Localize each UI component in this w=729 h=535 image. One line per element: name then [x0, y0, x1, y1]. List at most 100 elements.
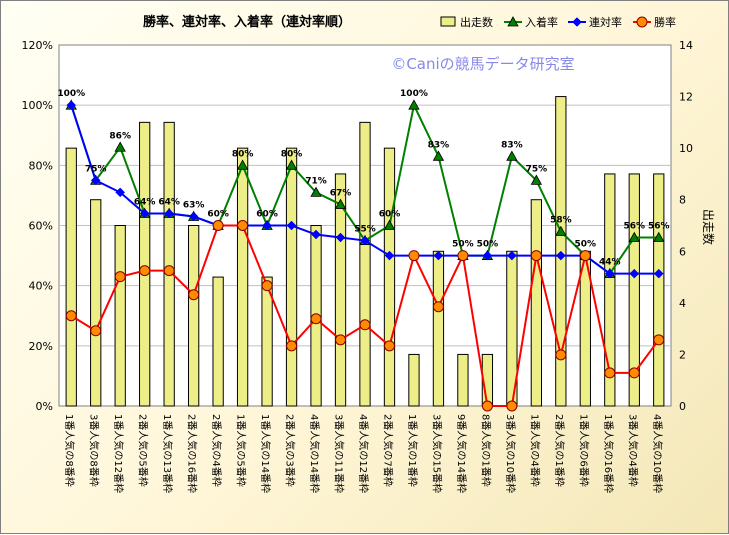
category-label: 2番人気の7番枠	[381, 414, 394, 487]
diamond-marker	[482, 250, 493, 261]
watermark: ©Caniの競馬データ研究室	[391, 55, 574, 73]
diamond-marker	[360, 235, 370, 246]
bar	[65, 147, 77, 407]
left-tick-label: 40%	[29, 280, 53, 293]
category-label: 1番人気の13番枠	[161, 414, 174, 493]
left-tick-label: 100%	[22, 99, 53, 112]
circle-marker	[604, 367, 616, 379]
category-label: 1番人気の8番枠	[63, 414, 76, 487]
circle-marker	[408, 250, 420, 262]
bar	[457, 353, 469, 407]
category-label: 1番人気の1番枠	[406, 414, 419, 487]
data-label: 50%	[477, 240, 499, 250]
diamond-marker	[572, 17, 582, 27]
circle-marker	[653, 334, 665, 346]
diamond-marker	[90, 175, 101, 186]
bar	[604, 173, 616, 407]
data-label: 58%	[550, 216, 572, 226]
triangle-marker	[383, 219, 396, 230]
circle-marker	[237, 220, 249, 231]
triangle-marker	[310, 186, 322, 197]
category-label: 2番人気の16番枠	[186, 414, 199, 493]
data-label: 56%	[648, 222, 670, 232]
diamond-marker	[311, 229, 321, 240]
data-label: 60%	[207, 210, 229, 220]
circle-marker	[188, 289, 200, 301]
category-label: 3番人気の15番枠	[430, 414, 443, 493]
category-label: 3番人気の11番枠	[333, 414, 346, 493]
data-label: 80%	[281, 149, 303, 159]
circle-marker	[555, 349, 567, 361]
bar	[139, 121, 151, 407]
chart-title: 勝率、連対率、入着率（連対率順）	[143, 14, 351, 30]
bar	[187, 225, 200, 407]
circle-marker	[506, 400, 518, 412]
data-label: 64%	[134, 197, 156, 207]
circle-marker	[335, 334, 347, 346]
category-label: 1番人気の4番枠	[528, 414, 541, 487]
category-label: 1番人気の12番枠	[112, 414, 125, 493]
diamond-marker	[653, 268, 664, 279]
circle-marker	[139, 265, 151, 277]
data-label: 71%	[305, 176, 327, 186]
category-label: 4番人気の10番枠	[651, 414, 664, 493]
data-label: 86%	[109, 131, 131, 141]
right-tick-label: 14	[679, 39, 693, 52]
circle-marker	[310, 313, 322, 325]
line-series	[65, 99, 665, 412]
circle-marker	[432, 301, 444, 313]
circle-marker	[114, 271, 126, 283]
left-tick-label: 0%	[36, 400, 53, 413]
circle-marker	[90, 325, 102, 337]
category-label: 2番人気の1番枠	[553, 414, 566, 487]
left-tick-label: 120%	[22, 39, 53, 52]
bar	[653, 173, 665, 407]
diamond-marker	[286, 220, 297, 231]
bar	[383, 147, 396, 407]
category-label: 8番人気の1番枠	[479, 414, 492, 487]
data-label: 55%	[354, 225, 376, 235]
circle-marker	[579, 250, 591, 262]
diamond-marker	[507, 250, 517, 261]
data-labels: 100%75%86%64% 64% 63%60%80%60%80%71%67%55%…	[57, 89, 669, 267]
legend: 出走数 入着率 連対率 勝率	[440, 15, 676, 29]
data-label: 100%	[57, 89, 85, 99]
category-label: 2番人気の4番枠	[210, 414, 223, 487]
left-tick-label: 60%	[29, 220, 53, 233]
circle-marker	[163, 265, 175, 277]
triangle-marker	[506, 150, 518, 161]
circle-marker	[65, 310, 77, 322]
legend-label: 入着率	[525, 15, 558, 29]
diamond-marker	[139, 208, 150, 219]
bar	[90, 199, 102, 407]
data-label: 44%	[599, 258, 621, 268]
right-tick-label: 2	[679, 348, 686, 361]
circle-marker	[286, 340, 298, 352]
circle-marker	[359, 319, 371, 331]
category-label: 3番人気の10番枠	[504, 414, 517, 493]
diamond-marker	[164, 208, 175, 219]
diamond-marker	[335, 232, 346, 243]
data-label: 50%	[575, 240, 597, 250]
category-label: 1番人気の6番枠	[577, 414, 590, 487]
data-label: 80%	[232, 149, 254, 159]
circle-marker	[212, 220, 224, 231]
left-tick-label: 80%	[29, 159, 53, 172]
data-label: 83%	[428, 140, 450, 150]
triangle-marker	[285, 159, 298, 170]
right-tick-label: 0	[679, 400, 686, 413]
circle-marker	[457, 250, 469, 262]
bar	[530, 199, 543, 407]
bar	[236, 147, 249, 407]
diamond-marker	[555, 250, 566, 261]
circle-marker	[481, 400, 493, 412]
bar	[163, 121, 175, 407]
data-label: 67%	[330, 188, 352, 198]
data-label: 83%	[501, 140, 523, 150]
diamond-marker	[433, 250, 444, 261]
bar	[285, 147, 298, 407]
bar	[334, 173, 347, 407]
category-label: 9番人気の14番枠	[455, 414, 468, 493]
